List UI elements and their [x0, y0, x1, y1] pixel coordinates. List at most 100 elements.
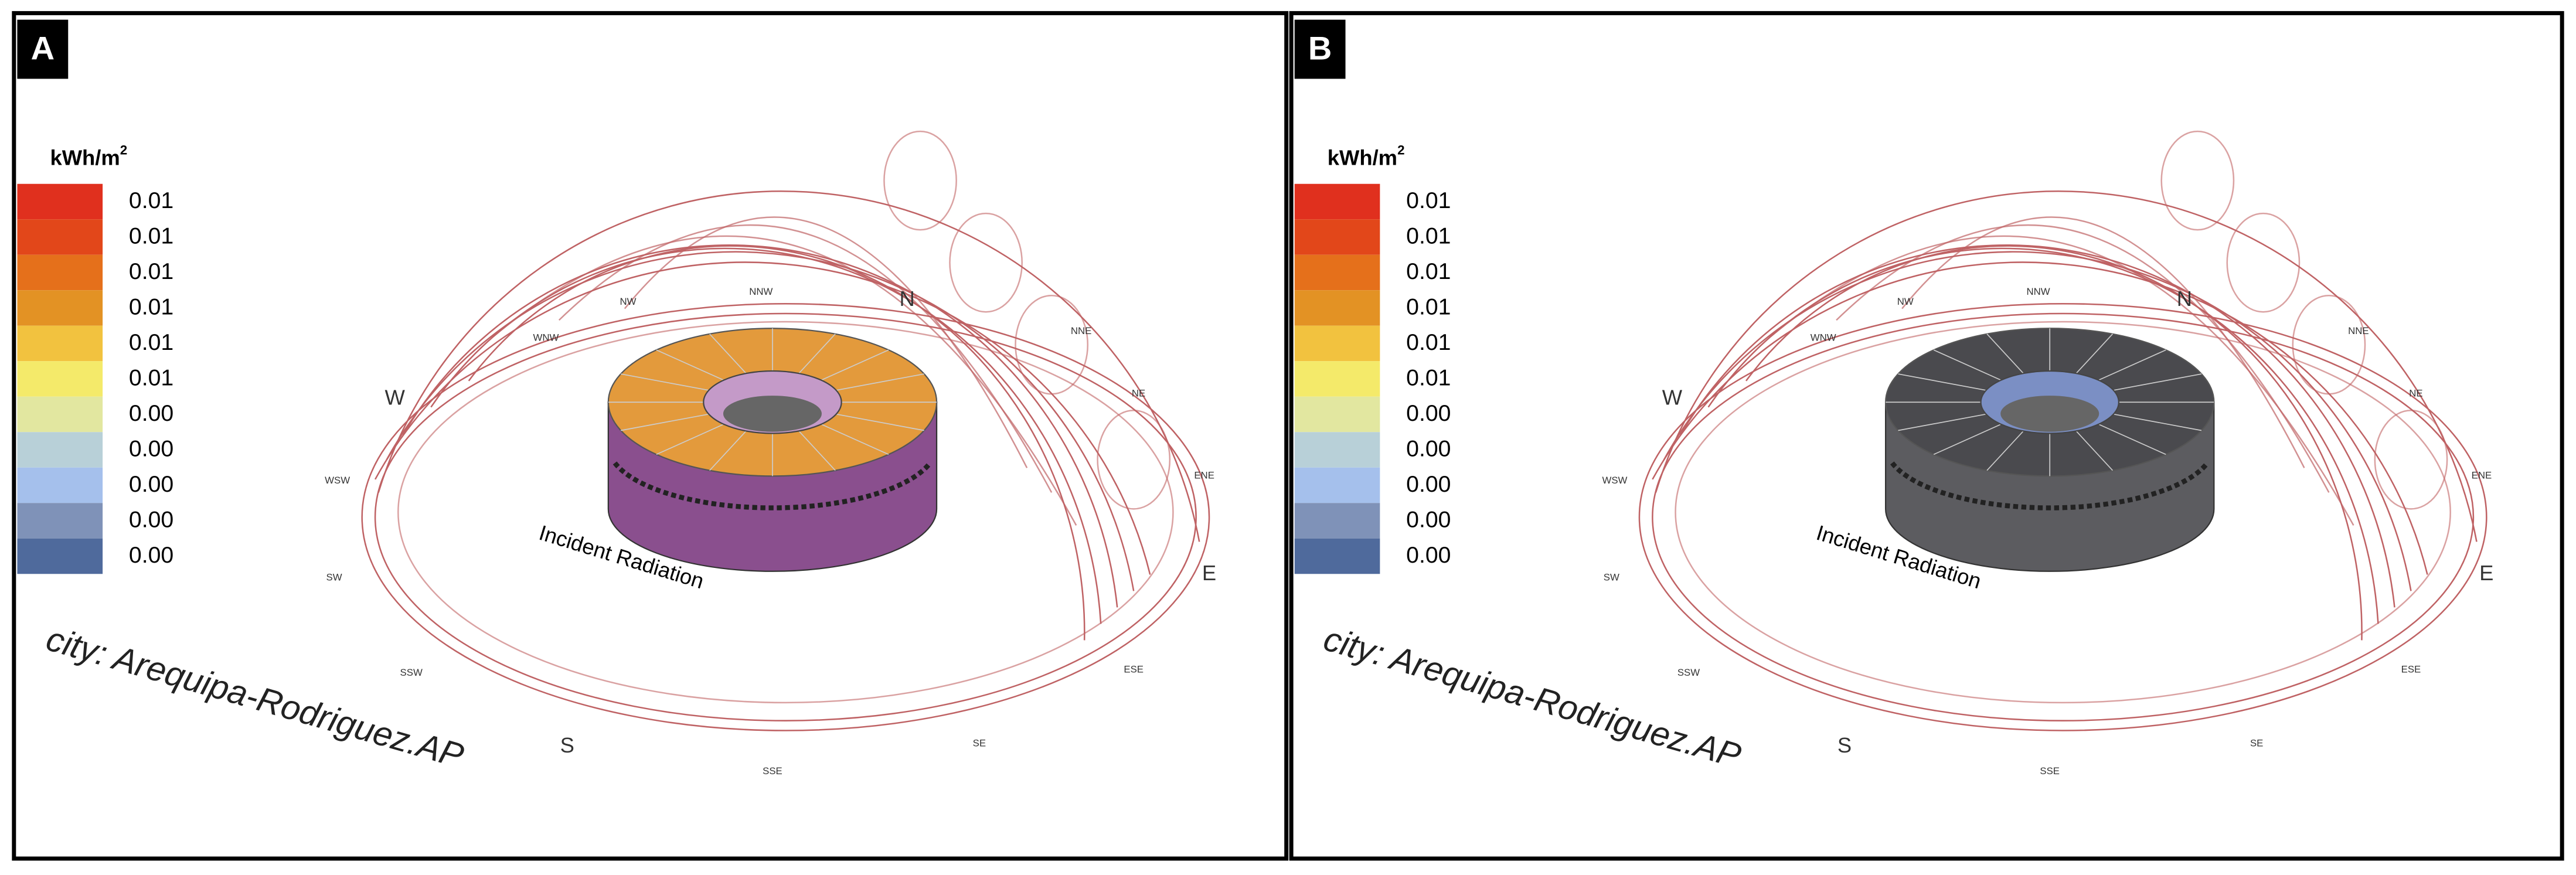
compass-label: SE: [2250, 737, 2263, 748]
panel-label-box: [17, 19, 69, 79]
dome-arc: [1679, 244, 2395, 608]
compass-label: NW: [620, 296, 636, 307]
panel-label: B: [1308, 30, 1332, 67]
hour-loop: [2292, 294, 2366, 395]
roof-seam: [1933, 424, 2002, 455]
legend-swatch: [17, 538, 103, 574]
legend-swatch: [17, 396, 103, 433]
dome-arc: [624, 216, 1028, 468]
hour-loop: [883, 130, 957, 231]
legend-swatch: [1294, 361, 1380, 397]
legend-swatch: [1294, 467, 1380, 503]
legend-swatch: [1294, 325, 1380, 362]
legend-value: 0.00: [129, 401, 173, 426]
courtyard-floor: [2000, 396, 2099, 432]
legend-value: 0.01: [129, 259, 173, 284]
building: [1884, 328, 2215, 572]
legend-swatch: [17, 290, 103, 326]
hour-loop: [2226, 212, 2301, 313]
hour-loop: [1015, 294, 1089, 395]
dome-arc: [374, 261, 1151, 575]
legend-value: 0.01: [1406, 365, 1451, 390]
compass-label: WNW: [1811, 332, 1836, 343]
compass-label: ESE: [2401, 663, 2421, 675]
legend-swatch: [1294, 503, 1380, 539]
roof-seam: [2075, 430, 2114, 471]
compass-label: S: [1837, 733, 1852, 757]
window-band: [612, 461, 933, 510]
dome-arc: [1901, 216, 2305, 468]
compass-label: SSE: [763, 765, 782, 777]
legend-value: 0.00: [129, 507, 173, 532]
legend-value: 0.00: [1406, 436, 1451, 461]
legend-swatch: [1294, 432, 1380, 468]
roof-seam: [2113, 373, 2202, 391]
compass-label: ESE: [1124, 663, 1144, 675]
ground-ring: [1675, 321, 2451, 704]
legend-value: 0.00: [1406, 401, 1451, 426]
window-band: [1890, 461, 2210, 510]
roof-seam: [1898, 413, 1986, 431]
legend-swatch: [17, 219, 103, 255]
roof-seam: [621, 413, 709, 431]
compass-label: W: [1662, 385, 1683, 409]
legend-swatch: [1294, 290, 1380, 326]
ground-ring: [361, 302, 1210, 731]
ground-ring: [1638, 302, 2487, 731]
compass-label: S: [560, 733, 574, 757]
sky-dome: [361, 130, 1210, 731]
compass-label: WNW: [533, 332, 559, 343]
hour-loop: [2374, 410, 2448, 510]
legend-title-sup: 2: [1397, 143, 1404, 158]
compass-label: SW: [1604, 571, 1619, 583]
compass-label: W: [385, 385, 406, 409]
panel-label-box: [1294, 19, 1346, 79]
roof-seam: [836, 413, 924, 431]
compass-label: SW: [326, 571, 342, 583]
legend-value: 0.01: [129, 294, 173, 319]
legend-title-sup: 2: [120, 143, 127, 158]
dome-arc: [402, 244, 1118, 608]
building: [607, 328, 938, 572]
ground-ring: [397, 321, 1174, 704]
roof-seam: [2075, 333, 2114, 374]
sky-dome: [1638, 130, 2487, 731]
hour-loop: [2160, 130, 2235, 231]
roof-seam: [709, 333, 747, 374]
compass-label: E: [2479, 561, 2493, 585]
compass-label: NE: [1132, 388, 1145, 399]
hour-loop: [1097, 410, 1171, 510]
roof-seam: [656, 349, 724, 381]
roof-seam: [2098, 349, 2166, 381]
compass-label: E: [1202, 561, 1216, 585]
roof-seam: [798, 430, 836, 471]
panel: A N NNE NE ENE E ESE SE SSE S SSW SW WSW W WNW NW NNW kWh…: [12, 11, 1289, 861]
compass-label: WSW: [1602, 475, 1627, 486]
legend-value: 0.00: [129, 472, 173, 497]
legend-value: 0.01: [129, 188, 173, 213]
legend-value: 0.00: [1406, 543, 1451, 568]
compass-label: NE: [2409, 388, 2422, 399]
roof-seam: [621, 373, 709, 391]
legend-swatch: [17, 467, 103, 503]
legend-value: 0.00: [1406, 507, 1451, 532]
ground-ring: [374, 312, 1197, 721]
roof-seam: [709, 430, 747, 471]
dome-arc: [377, 190, 1200, 542]
courtyard-floor: [723, 396, 822, 432]
legend-swatch: [17, 432, 103, 468]
roof-seam: [1986, 333, 2024, 374]
compass-label: ENE: [1194, 470, 1214, 481]
legend-value: 0.01: [1406, 223, 1451, 248]
roof-seam: [1898, 373, 1986, 391]
legend-value: 0.00: [1406, 472, 1451, 497]
legend-swatch: [17, 325, 103, 362]
legend-swatch: [17, 503, 103, 539]
roof-seam: [2098, 424, 2166, 455]
legend-value: 0.01: [1406, 188, 1451, 213]
panel-label: A: [31, 30, 55, 67]
legend-swatch: [17, 254, 103, 291]
legend-value: 0.01: [129, 223, 173, 248]
compass-label: SE: [973, 737, 986, 748]
